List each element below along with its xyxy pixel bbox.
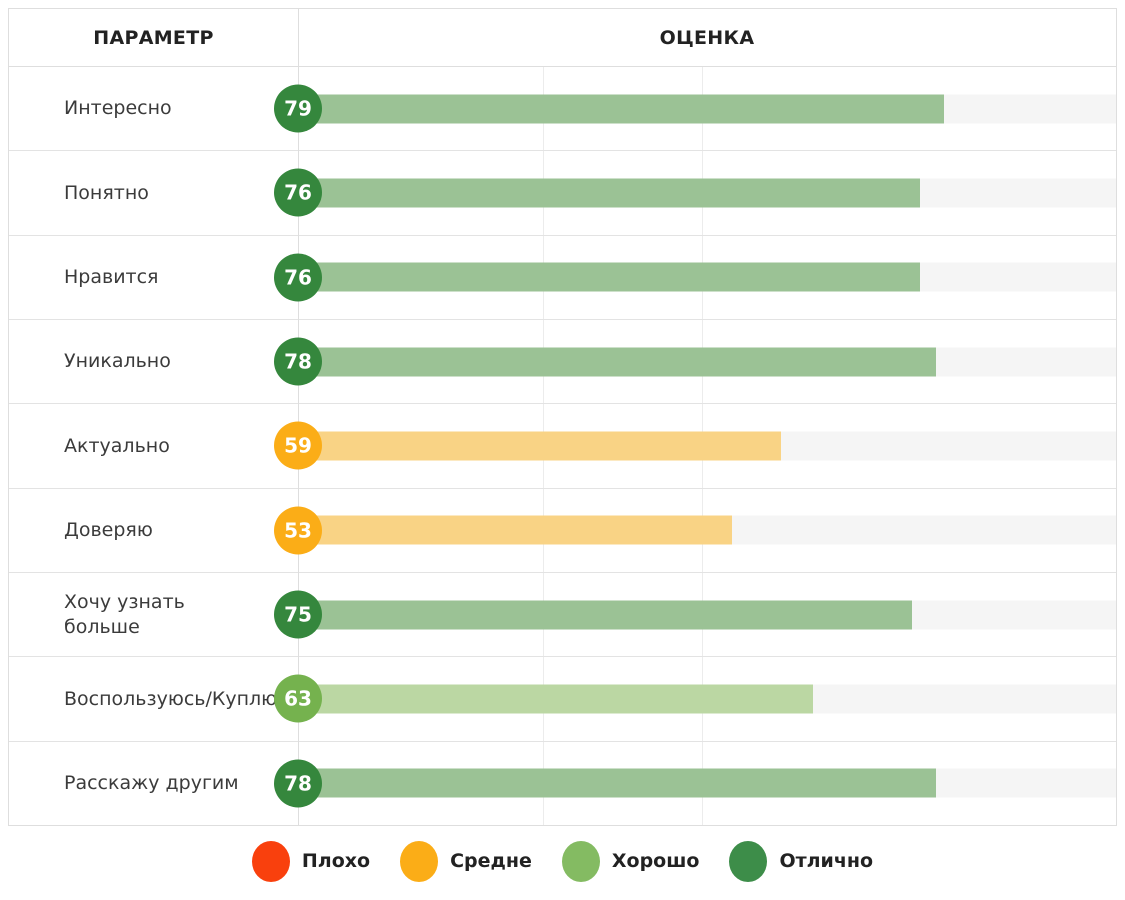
score-badge[interactable]: 78 [274,759,322,808]
table-row: Уникально 78 [9,318,1116,403]
bar-track: 53 [274,506,1116,555]
score-badge[interactable]: 76 [274,168,322,217]
legend-color-dot [400,840,439,882]
score-badge[interactable]: 53 [274,506,322,555]
score-badge[interactable]: 78 [274,337,322,386]
legend-label: Хорошо [611,850,700,872]
score-bar[interactable] [298,515,732,545]
legend-color-dot [729,840,768,882]
bar-track: 59 [274,421,1116,470]
table-header: ПАРАМЕТР ОЦЕНКА [9,9,1116,67]
legend-label: Средне [450,850,532,872]
score-bar[interactable] [298,178,920,208]
legend: Плохо Средне Хорошо Отлично [8,832,1117,890]
table-row: Расскажу другим 78 [9,740,1116,825]
parameter-label: Уникально [64,350,171,373]
legend-item[interactable]: Средне [400,840,532,882]
bar-track: 63 [274,674,1116,723]
legend-color-dot [561,840,600,882]
bar-track: 76 [274,168,1116,217]
score-bar[interactable] [298,431,781,461]
bar-track: 75 [274,590,1116,639]
header-score: ОЦЕНКА [659,26,755,49]
parameter-label: Доверяю [64,518,153,541]
bar-track: 79 [274,84,1116,133]
parameter-label: Расскажу другим [64,771,239,794]
table-body: Интересно 79 Понятно 76 Нравится 76 Уник… [9,67,1116,825]
table-row: Хочу узнать больше 75 [9,571,1116,656]
score-bar[interactable] [298,262,920,292]
parameter-label: Интересно [64,97,172,120]
score-badge[interactable]: 63 [274,674,322,723]
legend-item[interactable]: Хорошо [561,840,700,882]
table-row: Доверяю 53 [9,487,1116,572]
legend-item[interactable]: Плохо [251,840,371,882]
table-row: Актуально 59 [9,403,1116,487]
score-badge[interactable]: 76 [274,253,322,302]
parameter-label: Хочу узнать больше [64,590,185,638]
parameter-label: Понятно [64,181,149,204]
score-badge[interactable]: 75 [274,590,322,639]
header-parameter: ПАРАМЕТР [93,26,214,49]
bar-track: 78 [274,759,1116,808]
legend-label: Плохо [301,850,371,872]
bar-track: 78 [274,337,1116,386]
parameter-label: Актуально [64,434,170,457]
column-divider [298,9,299,825]
legend-label: Отлично [779,850,874,872]
score-bar[interactable] [298,768,937,798]
score-bar[interactable] [298,94,945,124]
score-bar[interactable] [298,600,912,630]
parameter-label: Воспользуюсь/Куплю [64,687,278,710]
score-bar[interactable] [298,684,814,714]
bar-track: 76 [274,253,1116,302]
score-badge[interactable]: 59 [274,421,322,470]
score-badge[interactable]: 79 [274,84,322,133]
table-row: Понятно 76 [9,150,1116,234]
table-row: Интересно 79 [9,67,1116,150]
rating-table: ПАРАМЕТР ОЦЕНКА Интересно 79 Понятно 76 … [8,8,1117,826]
parameter-label: Нравится [64,265,159,288]
table-row: Нравится 76 [9,234,1116,319]
score-bar[interactable] [298,347,937,377]
legend-item[interactable]: Отлично [729,840,874,882]
table-row: Воспользуюсь/Куплю 63 [9,656,1116,740]
legend-color-dot [251,840,290,882]
